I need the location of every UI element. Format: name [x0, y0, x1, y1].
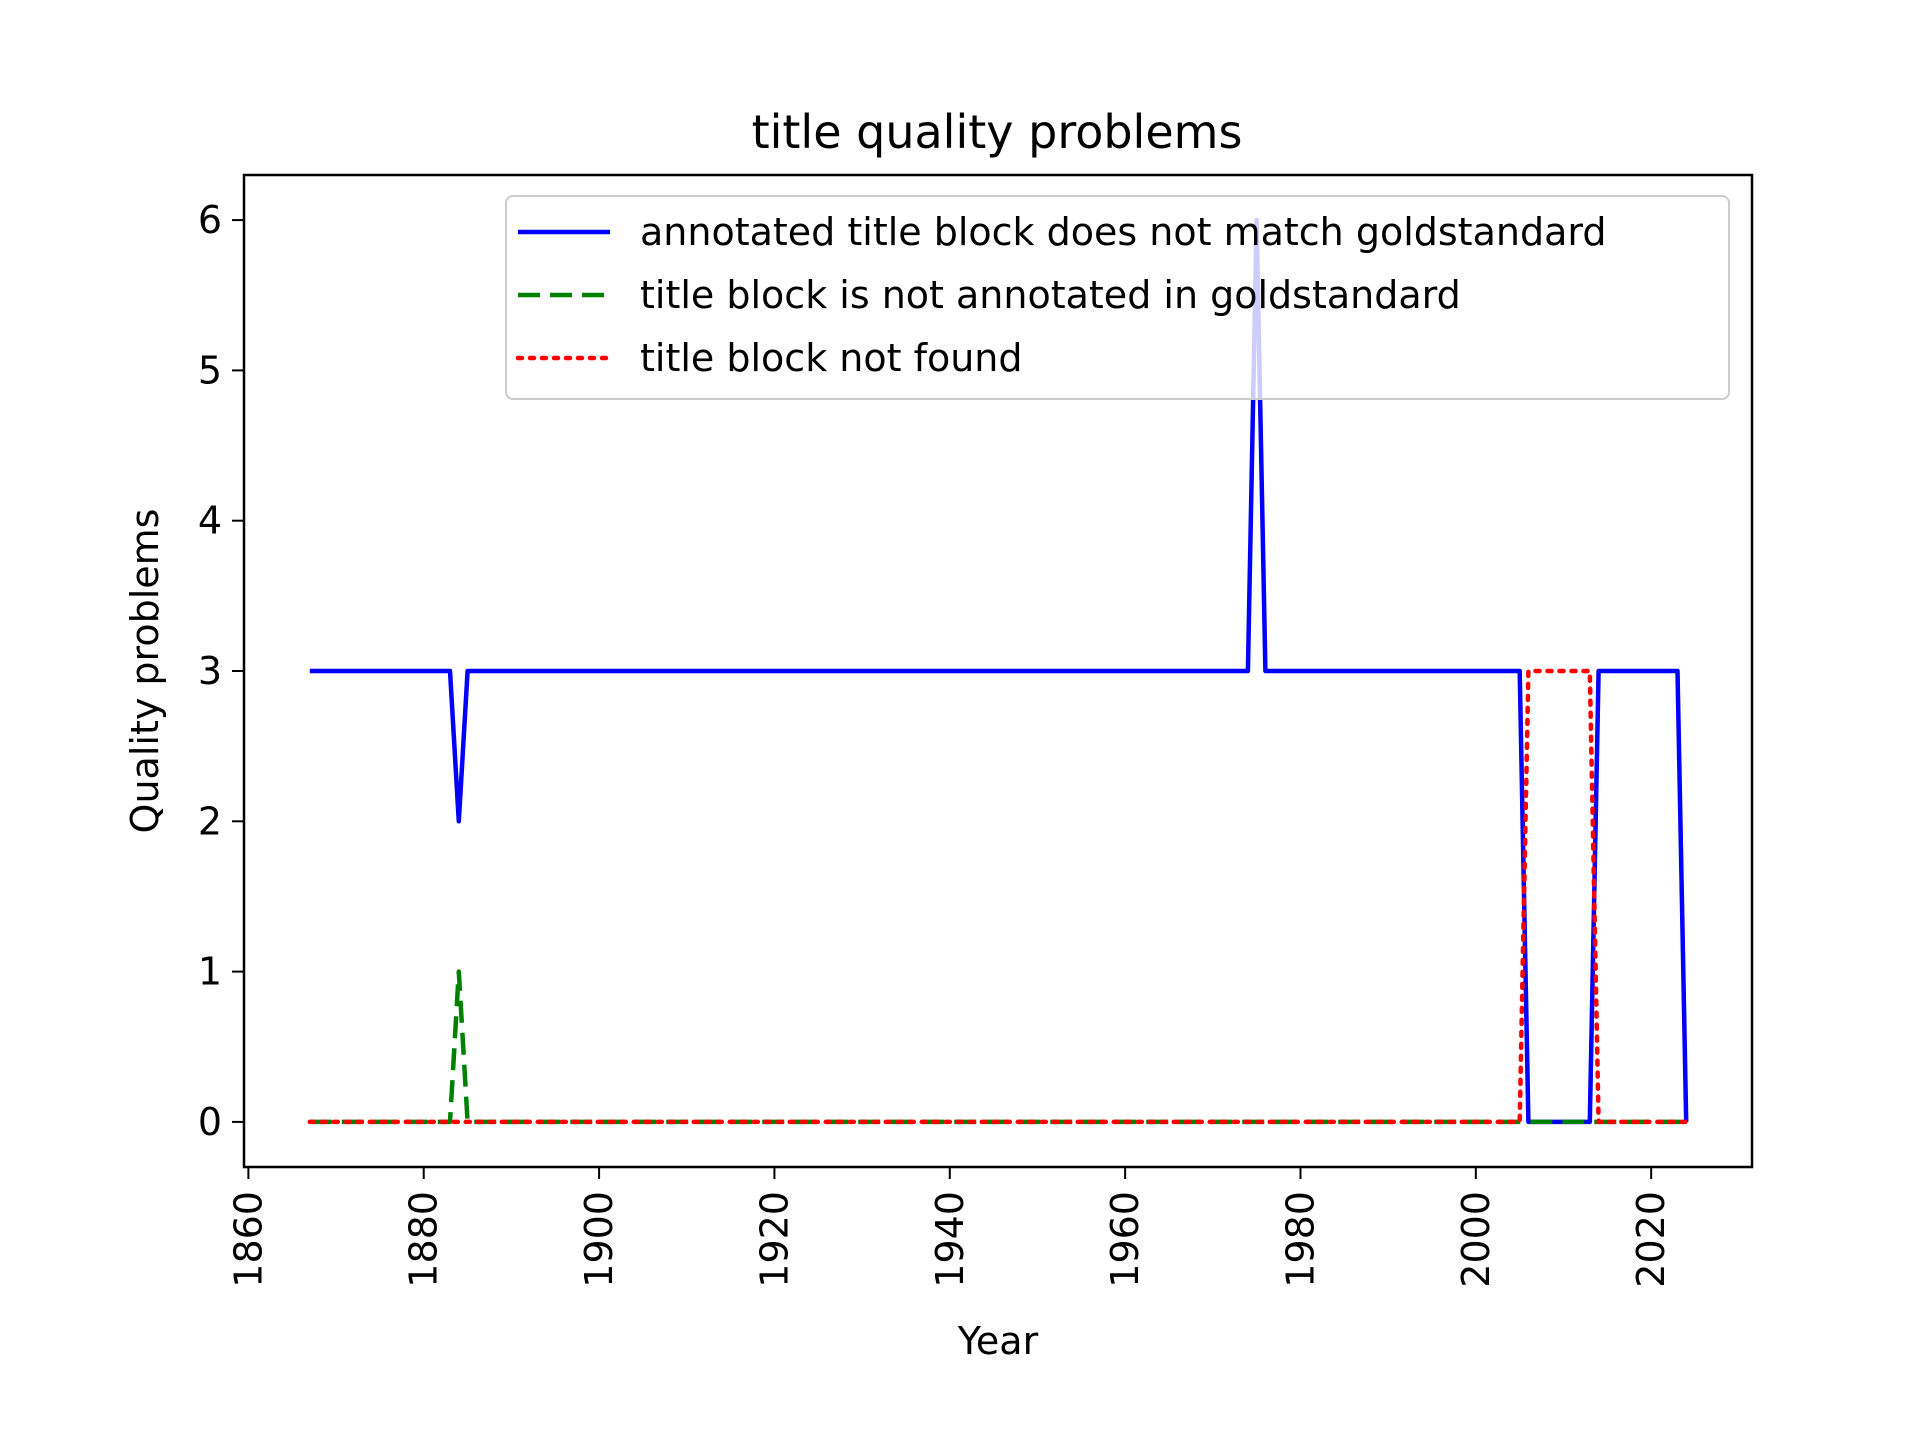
y-tick-label: 4 [198, 499, 222, 543]
legend-label-1: annotated title block does not match gol… [640, 210, 1606, 254]
legend-label-3: title block not found [640, 336, 1023, 380]
x-axis: 1860 1880 1900 1920 1940 1960 1980 2000 2020 [226, 1167, 1673, 1288]
x-tick-label: 1940 [928, 1191, 972, 1288]
series-line-3 [307, 668, 1689, 1125]
x-tick-label: 1920 [752, 1191, 796, 1288]
y-tick-label: 0 [198, 1100, 222, 1144]
x-tick-label: 1960 [1103, 1191, 1147, 1288]
chart-title: title quality problems [752, 105, 1243, 159]
x-tick-label: 1980 [1278, 1191, 1322, 1288]
legend-box [505, 195, 1730, 400]
y-tick-label: 5 [198, 348, 222, 392]
y-axis-label: Quality problems [123, 509, 167, 834]
legend: annotated title block does not match gol… [505, 195, 1730, 400]
y-tick-label: 6 [198, 198, 222, 242]
x-axis-label: Year [957, 1319, 1039, 1363]
x-tick-label: 2020 [1629, 1191, 1673, 1288]
series-line-2 [309, 969, 1687, 1125]
y-tick-label: 3 [198, 649, 222, 693]
series-line-1 [309, 217, 1689, 1125]
x-tick-label: 1880 [402, 1191, 446, 1288]
y-tick-label: 2 [198, 799, 222, 843]
x-tick-label: 1900 [577, 1191, 621, 1288]
y-axis: 0 1 2 3 4 5 6 [198, 198, 244, 1144]
series-layer [307, 217, 1689, 1125]
x-tick-label: 1860 [226, 1191, 270, 1288]
y-tick-label: 1 [198, 950, 222, 994]
x-tick-label: 2000 [1454, 1191, 1498, 1288]
legend-label-2: title block is not annotated in goldstan… [640, 273, 1461, 317]
